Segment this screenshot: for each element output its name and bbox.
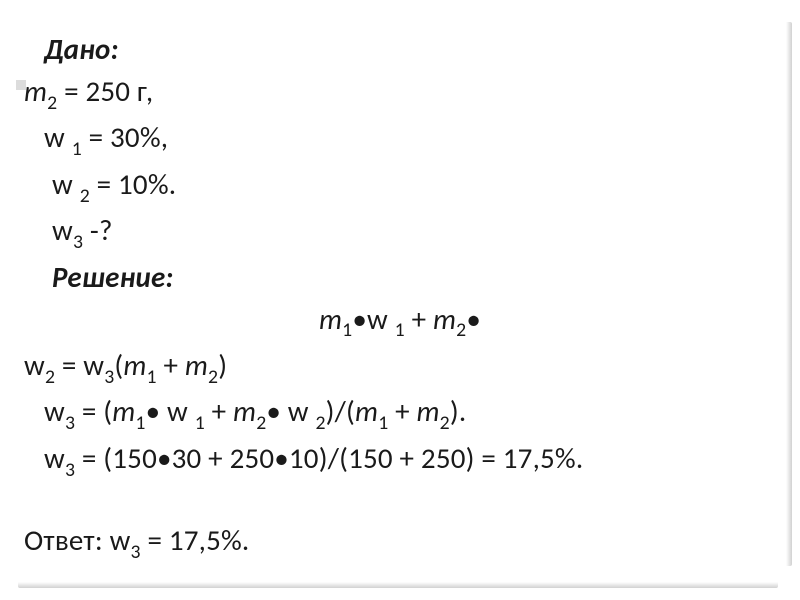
eq2-s3: 3 (104, 365, 114, 389)
sub-1: 1 (72, 137, 82, 161)
var-w3: w (52, 212, 73, 248)
answer-rest: = 17,5%. (141, 522, 250, 558)
eq3: w3 = (m1• w 1 + m2• w 2)/(m1 + m2). (24, 390, 776, 436)
given-text: Дано: (44, 31, 119, 67)
val-w1: = 30%, (82, 119, 168, 155)
var-w2: w (52, 166, 80, 202)
eq3-s2: 2 (256, 411, 266, 435)
val-m2: = 250 г, (57, 73, 153, 109)
q-w3: -? (83, 212, 112, 248)
eq2: w2 = w3(m1 + m2) (24, 344, 776, 390)
eq2-m1: m (123, 347, 146, 383)
eq1-center: m1•w 1 + m2• (24, 298, 776, 344)
eq3-s1: 1 (135, 411, 145, 435)
eq2-s2: 2 (45, 365, 55, 389)
eq1-s1: 1 (342, 318, 352, 342)
shadow-bottom (18, 582, 778, 588)
eq3-w2: • w (266, 393, 315, 429)
eq3-end: ). (450, 393, 467, 429)
blank-line (24, 483, 776, 519)
eq4-w3: w (44, 440, 65, 476)
sub-2: 2 (47, 91, 57, 115)
given-label: Дано: (24, 28, 776, 70)
eq2-rp: ) (218, 347, 227, 383)
eq2-eq: = w (55, 347, 104, 383)
eq1-plus: + (405, 301, 433, 337)
eq4-s3: 3 (65, 458, 75, 482)
eq1-m1: m (319, 301, 342, 337)
eq3-w1: • w (146, 393, 195, 429)
eq3-m1: m (112, 393, 135, 429)
shadow-right (786, 22, 792, 566)
eq2-s2b: 2 (208, 365, 218, 389)
eq3-plus: + (205, 393, 233, 429)
eq2-plus: + (157, 347, 185, 383)
eq3-div: )/( (326, 393, 355, 429)
eq1-s1b: 1 (395, 318, 405, 342)
val-w2: = 10%. (90, 166, 176, 202)
eq3-w3: w (44, 393, 65, 429)
corner-dot (16, 80, 26, 90)
line-w3-q: w3 -? (24, 209, 776, 255)
eq1-w1: •w (352, 301, 394, 337)
eq3-s3: 3 (65, 411, 75, 435)
eq4-rest: = (150•30 + 250•10)/(150 + 250) = 17,5%. (75, 440, 583, 476)
sub-3: 3 (73, 230, 83, 254)
eq1-m2: m (433, 301, 456, 337)
answer: Ответ: w3 = 17,5%. (24, 519, 776, 565)
eq3-m1b: m (355, 393, 378, 429)
eq1-s2: 2 (456, 318, 466, 342)
slide: Дано: m2 = 250 г, w 1 = 30%, w 2 = 10%. … (0, 0, 800, 600)
eq3-s2c: 2 (440, 411, 450, 435)
answer-pre: Ответ: w (24, 522, 131, 558)
var-m: m (24, 73, 47, 109)
answer-sub: 3 (131, 540, 141, 564)
line-w2: w 2 = 10%. (24, 163, 776, 209)
line-m2: m2 = 250 г, (24, 70, 776, 116)
var-w1: w (44, 119, 72, 155)
solution-text: Решение: (52, 259, 174, 295)
eq2-m2: m (185, 347, 208, 383)
eq2-w2: w (24, 347, 45, 383)
solution-label: Решение: (24, 256, 776, 298)
line-w1: w 1 = 30%, (24, 116, 776, 162)
eq3-m2b: m (417, 393, 440, 429)
eq3-s1b: 1 (195, 411, 205, 435)
eq2-s1: 1 (147, 365, 157, 389)
eq3-plus2: + (388, 393, 416, 429)
eq3-eq: = ( (75, 393, 112, 429)
sub-2b: 2 (80, 184, 90, 208)
eq1-dot: • (466, 301, 481, 337)
eq3-s1c: 1 (378, 411, 388, 435)
eq4: w3 = (150•30 + 250•10)/(150 + 250) = 17,… (24, 437, 776, 483)
eq3-m2: m (233, 393, 256, 429)
eq3-s2b: 2 (315, 411, 325, 435)
